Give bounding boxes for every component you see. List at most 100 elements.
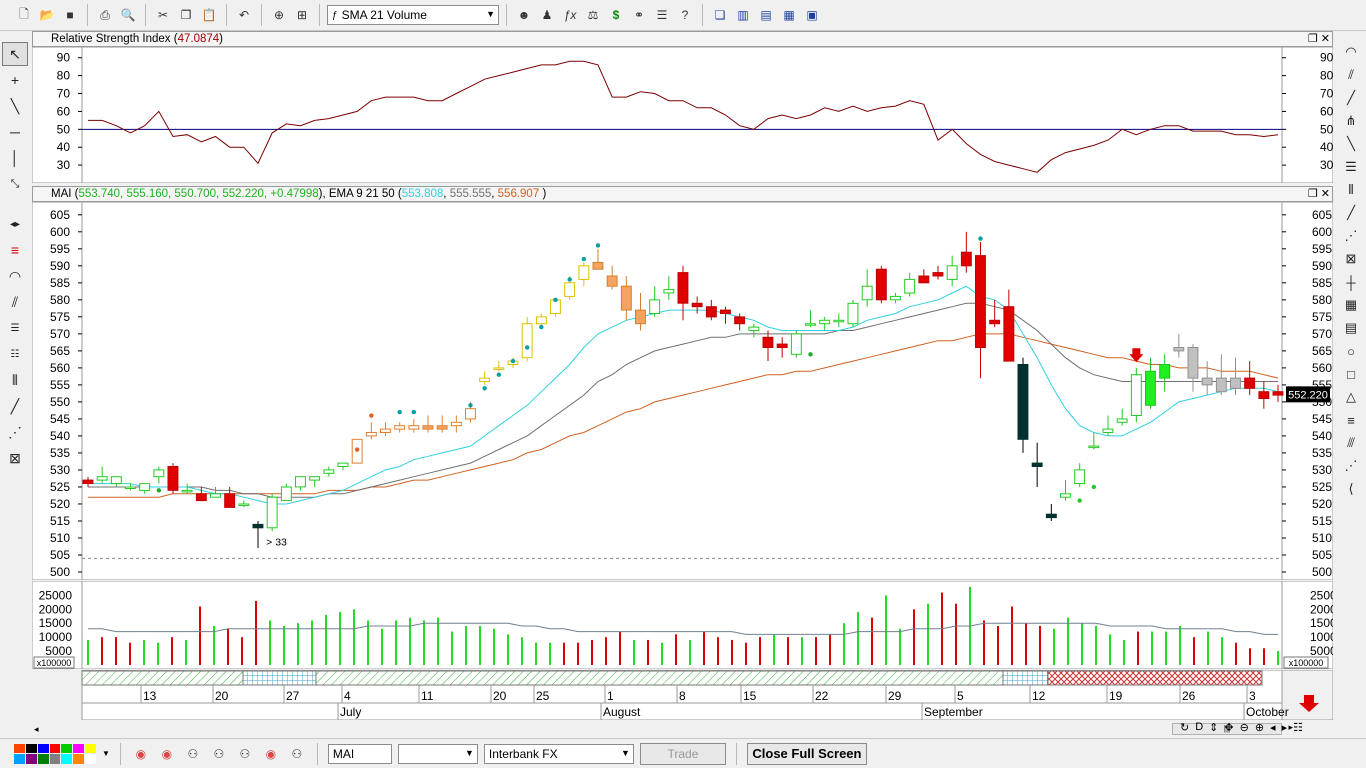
fib-right-icon[interactable]: ☰	[1345, 159, 1357, 174]
people-alt-icon[interactable]: ⚇	[213, 746, 225, 761]
left-drawing-toolbar: ↖ + ╲ ─ │ ⤡ ◂▸ ≡ ◠ ⫽ ☰ ☷ ⦀ ╱ ⋰ ⊠	[0, 40, 30, 740]
fan-right-icon[interactable]: ⫽	[1348, 67, 1354, 82]
help-icon[interactable]: ?	[681, 8, 689, 22]
scroll-right-icon[interactable]: ▸	[1288, 722, 1293, 732]
ellipse-icon[interactable]: ○	[1347, 343, 1355, 359]
page-right-icon[interactable]: ▸	[1281, 722, 1288, 734]
grid-right-icon[interactable]: ⊠	[1345, 251, 1357, 266]
date-axis[interactable]: 13 20 27 4 11 20 25 1 8 15 22 29 5 12 19 26 3 July August S…	[32, 670, 1333, 720]
fx-icon[interactable]: ƒx	[563, 8, 577, 22]
table-icon[interactable]: ▦	[1344, 297, 1358, 312]
maximize-icon[interactable]: ❐	[1307, 188, 1318, 200]
line-tool-icon[interactable]: ╱	[10, 397, 20, 414]
user-icon[interactable]: ☻	[517, 8, 531, 22]
scroll-left-icon[interactable]: ◂	[34, 723, 39, 734]
cycle-lines-icon[interactable]: ⦀	[1348, 182, 1354, 197]
save-icon[interactable]: ■	[66, 8, 74, 22]
close-icon[interactable]: ✕	[1320, 33, 1330, 45]
candle-body	[167, 466, 179, 491]
new-file-icon[interactable]: 🗋	[19, 6, 29, 21]
trader-icon[interactable]: ♟	[541, 8, 553, 22]
arc-right-icon[interactable]: ◠	[1345, 44, 1357, 59]
fan-icon[interactable]: ⫽	[11, 293, 19, 310]
fib-extension-icon[interactable]: ☷	[10, 348, 20, 360]
gann-fan-icon[interactable]: ⋰	[8, 423, 22, 440]
ruler-icon[interactable]: ┼	[1346, 274, 1356, 290]
arc-icon[interactable]: ◠	[8, 267, 22, 284]
page-left-icon[interactable]: ◂	[1270, 722, 1276, 734]
color-palette[interactable]	[14, 743, 96, 764]
triangle-icon[interactable]: △	[1346, 389, 1356, 404]
crosshair-tool-icon[interactable]: +	[10, 72, 20, 88]
tile-grid-icon[interactable]: ▦	[783, 8, 795, 22]
ray-icon[interactable]: ⤡	[10, 177, 20, 190]
stock-icon[interactable]: ⚖	[587, 8, 599, 22]
trendline-icon[interactable]: ╲	[10, 97, 20, 114]
settings-icon[interactable]: ☷	[1293, 722, 1303, 734]
pitchfork-icon[interactable]: ⋔	[1345, 113, 1357, 128]
symbol-input[interactable]: MAI	[327, 743, 392, 764]
window-cascade-icon[interactable]: ❏	[714, 8, 726, 22]
print-icon[interactable]: ⎙	[100, 7, 110, 22]
gann-right-icon[interactable]: ⋰	[1344, 228, 1358, 243]
zoom-icon[interactable]: ⊞	[296, 8, 308, 22]
rsi-chart[interactable]: 90 90 80 80 70 70 60 60 50 50 40 40 30 30	[32, 47, 1333, 183]
interval-select[interactable]: ▼	[397, 743, 478, 764]
close-full-screen-button[interactable]: Close Full Screen	[746, 742, 867, 765]
study-select[interactable]: ƒ SMA 21 Volume ▼	[327, 5, 499, 25]
fib-timezone-icon[interactable]: ⦀	[11, 371, 19, 388]
people-icon[interactable]: ⚇	[187, 746, 199, 761]
scrollbar-thumb[interactable]: |||	[1172, 723, 1282, 735]
layout-icon[interactable]: ▣	[806, 8, 818, 22]
tile-horizontal-icon[interactable]: ▤	[760, 8, 772, 22]
print-preview-icon[interactable]: 🔍	[120, 8, 136, 22]
zoom-out-icon[interactable]: ⊖	[1239, 722, 1249, 734]
calendar-icon[interactable]: ▤	[1344, 320, 1358, 335]
dollar-icon[interactable]: $	[612, 8, 620, 22]
horizontal-line-icon[interactable]: ─	[10, 124, 20, 140]
regression-icon[interactable]: ╲	[1347, 136, 1355, 151]
refresh-icon[interactable]: ↻	[1180, 722, 1190, 734]
candle-body	[1074, 469, 1086, 484]
fib-retracement-icon[interactable]: ☰	[10, 322, 20, 334]
channel-right-icon[interactable]: ╱	[1347, 90, 1355, 105]
group-icon[interactable]: ⚇	[239, 746, 251, 761]
speed-lines-icon[interactable]: ⋰	[1344, 458, 1358, 473]
browser-icon[interactable]: ◉	[135, 746, 147, 761]
andrews-icon[interactable]: ⫻	[1347, 435, 1355, 450]
rectangle-icon[interactable]: □	[1347, 366, 1355, 382]
volume-chart[interactable]: 2500025000200002000015000150001000010000…	[32, 581, 1333, 669]
cut-icon[interactable]: ✂	[157, 8, 169, 22]
elliott-icon[interactable]: ⟨	[1348, 481, 1354, 496]
channel-icon[interactable]: ≡	[10, 242, 20, 258]
period-d-icon[interactable]: D	[1195, 721, 1204, 733]
text-tool-icon[interactable]: ≡	[1347, 412, 1355, 428]
binoculars-icon[interactable]: ⚭	[633, 8, 645, 22]
tools-icon[interactable]: ☰	[656, 8, 668, 22]
price-chart[interactable]: 605 605 600 600 595 595 590 590 585 585 580 580 575 5…	[32, 202, 1333, 580]
grid-tool-icon[interactable]: ⊠	[9, 449, 21, 466]
scroll-left-right-icon[interactable]: ◂▸	[9, 218, 21, 230]
horizontal-scrollbar[interactable]: ||| ▸	[1168, 722, 1293, 735]
copy-icon[interactable]: ❐	[180, 8, 192, 22]
line-right-icon[interactable]: ╱	[1347, 205, 1355, 220]
close-icon[interactable]: ✕	[1320, 188, 1330, 200]
move-icon[interactable]: ✥	[1224, 722, 1234, 734]
team-icon[interactable]: ⚇	[291, 746, 303, 761]
pointer-icon[interactable]: ↖	[2, 42, 28, 66]
undo-icon[interactable]: ↶	[238, 8, 250, 22]
maximize-icon[interactable]: ❐	[1307, 33, 1318, 45]
zoom-in-icon[interactable]: ⊕	[1254, 722, 1265, 734]
crosshair-icon[interactable]: ⊕	[273, 8, 285, 22]
price-tick-label-left: 595	[50, 242, 70, 256]
palette-dropdown-icon[interactable]: ▼	[102, 749, 110, 758]
open-folder-icon[interactable]: 📂	[39, 8, 55, 22]
resize-v-icon[interactable]: ⇕	[1209, 722, 1219, 734]
browser-alt-icon[interactable]: ◉	[161, 746, 173, 761]
trade-button[interactable]: Trade	[639, 742, 726, 765]
vertical-line-icon[interactable]: │	[10, 150, 20, 166]
tile-vertical-icon[interactable]: ▥	[737, 8, 749, 22]
paste-icon[interactable]: 📋	[201, 8, 217, 22]
feed-select[interactable]: Interbank FX ▼	[483, 743, 634, 764]
globe-icon[interactable]: ◉	[265, 746, 277, 761]
